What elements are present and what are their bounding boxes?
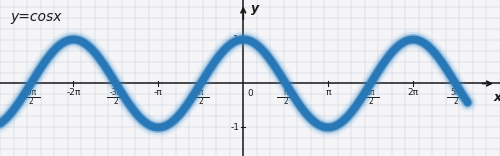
Text: 0: 0 [248,89,253,98]
Text: 2: 2 [198,97,203,106]
Text: π: π [326,88,331,97]
Text: -3π: -3π [110,88,122,97]
Text: -5π: -5π [25,88,37,97]
Text: -π: -π [154,88,162,97]
Text: 2: 2 [28,97,34,106]
Text: 3π: 3π [366,88,376,97]
Text: -1: -1 [230,123,239,132]
Text: y=cosx: y=cosx [11,10,63,24]
Text: 2π: 2π [408,88,418,97]
Text: -π: -π [197,88,204,97]
Text: 2: 2 [368,97,373,106]
Text: 2: 2 [453,97,458,106]
Text: 2: 2 [284,97,288,106]
Text: -2π: -2π [66,88,80,97]
Text: 5π: 5π [451,88,460,97]
Text: 2: 2 [114,97,118,106]
Text: y: y [251,2,259,15]
Text: 1: 1 [234,35,239,44]
Text: π: π [284,88,288,97]
Text: x: x [494,91,500,104]
